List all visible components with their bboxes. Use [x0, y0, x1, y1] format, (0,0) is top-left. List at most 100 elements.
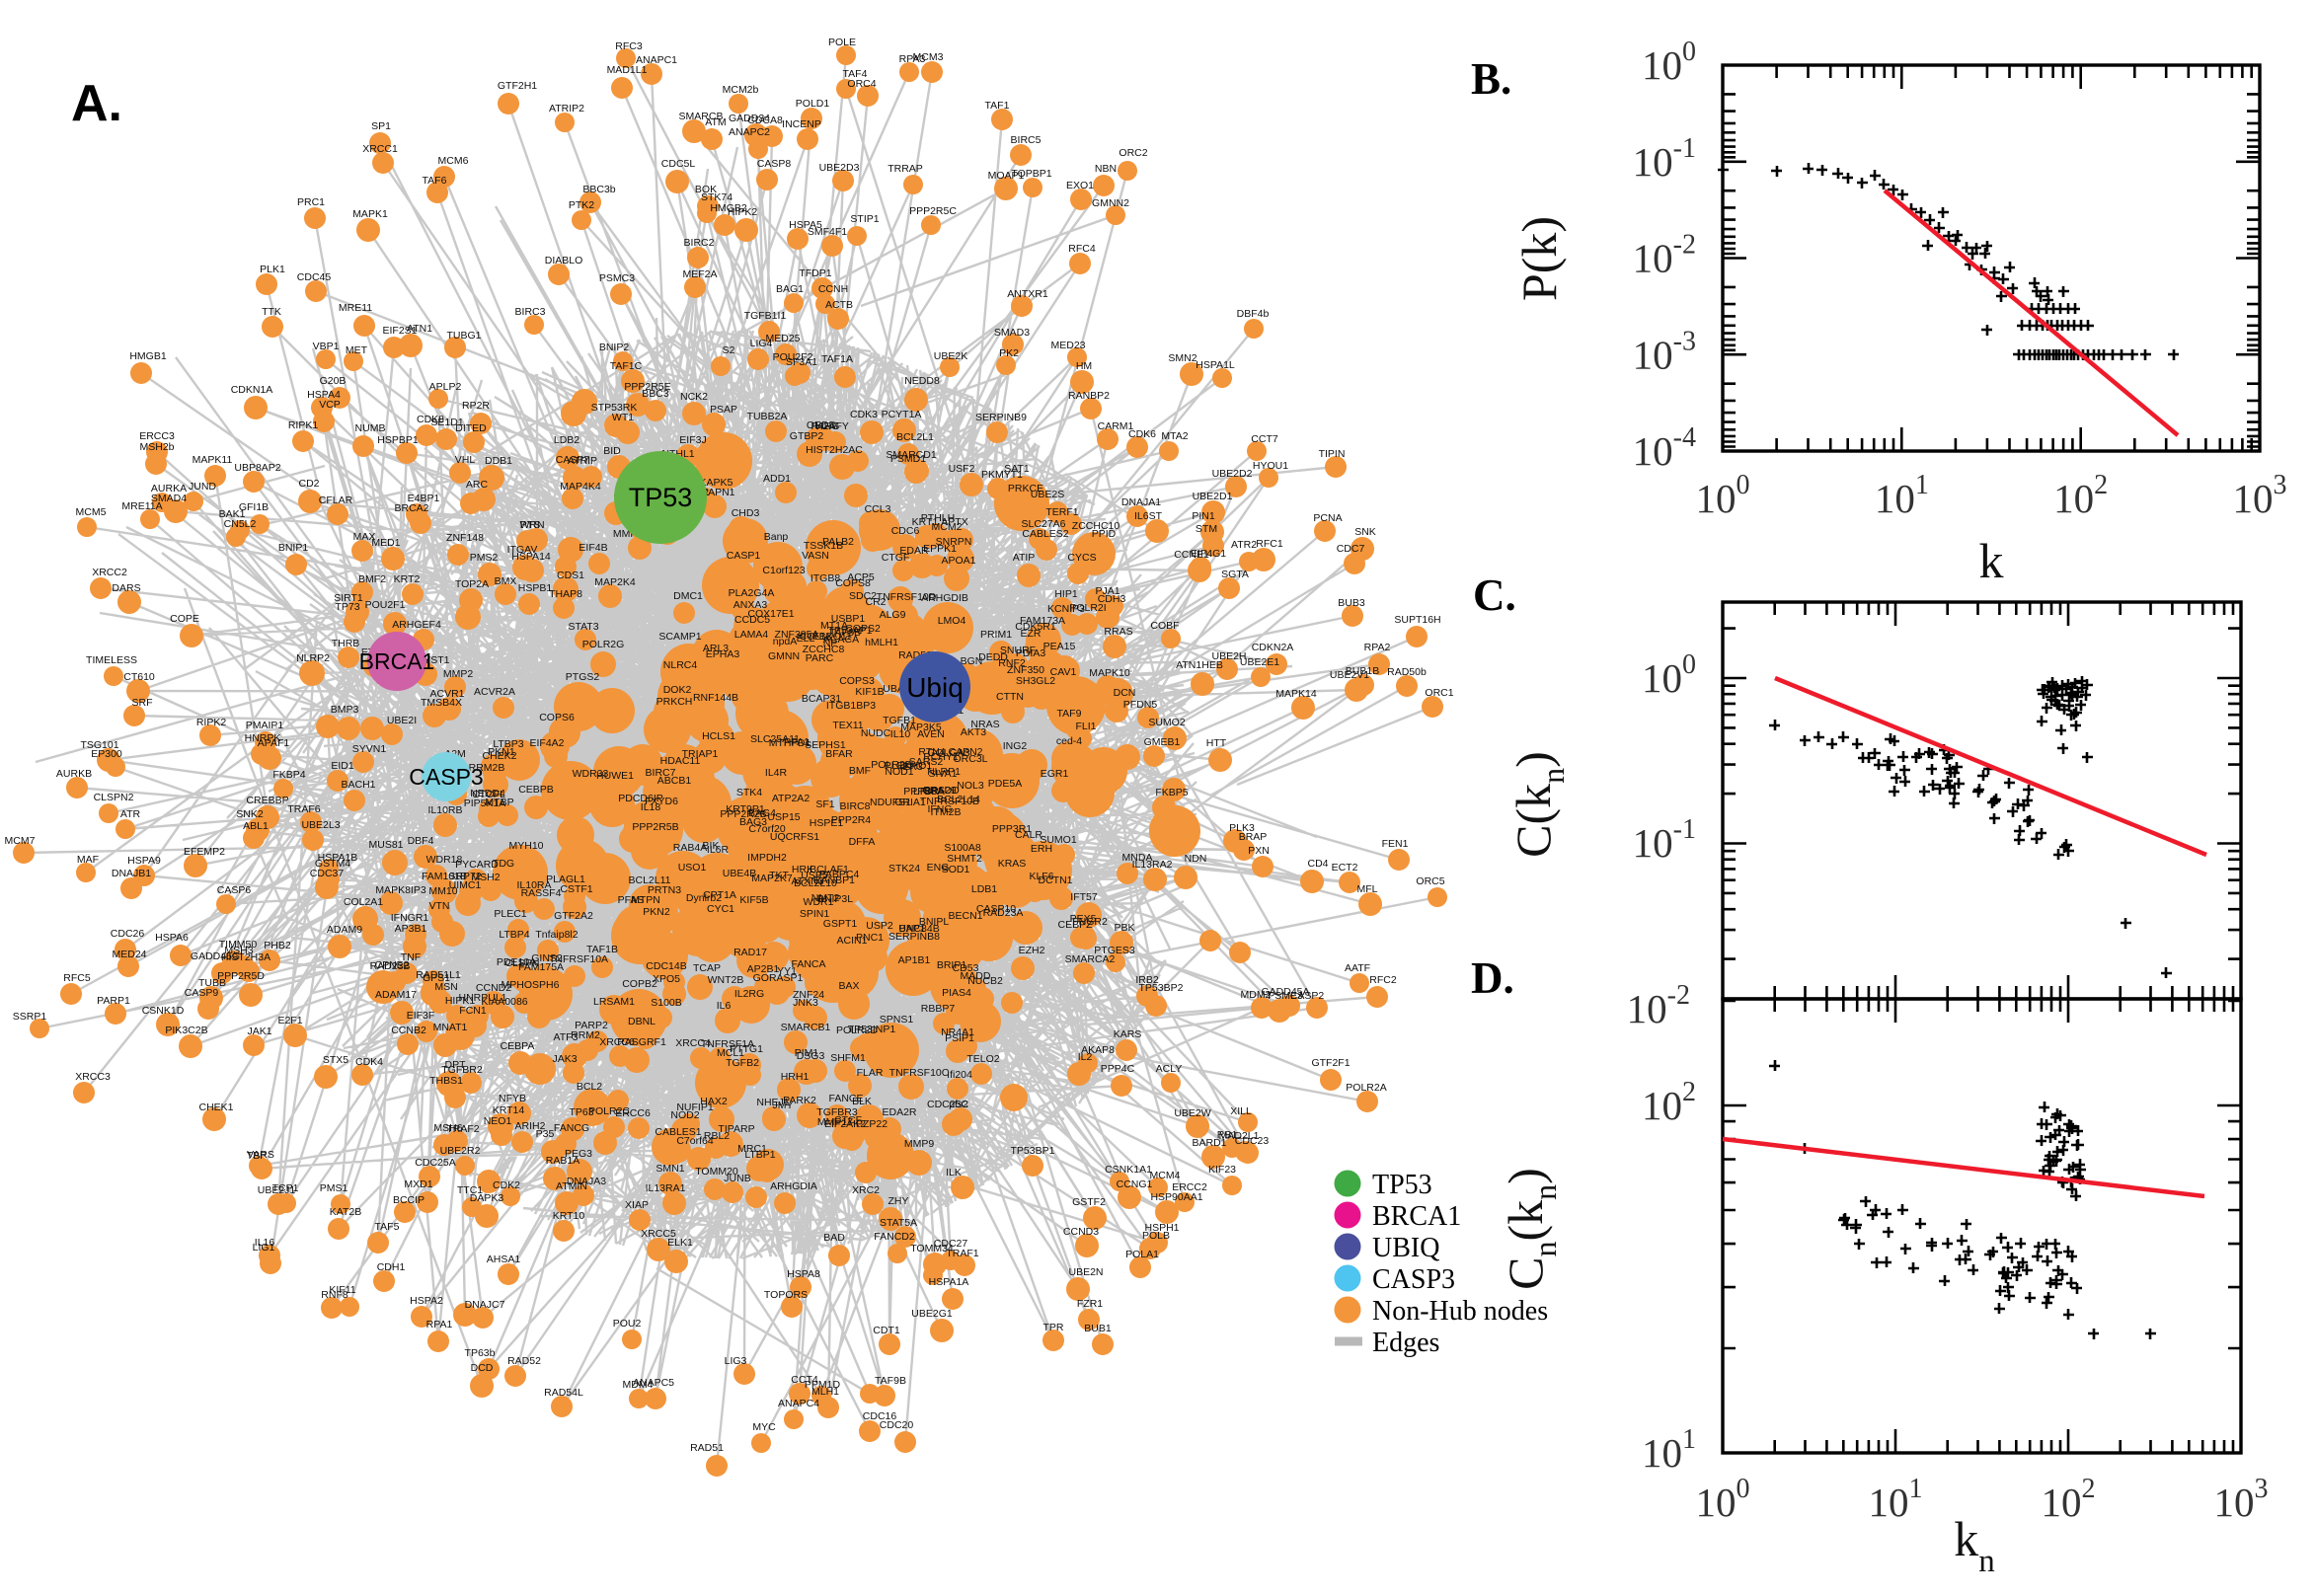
svg-text:RFC3: RFC3: [615, 40, 643, 52]
svg-text:APAF1: APAF1: [258, 737, 290, 749]
svg-text:PALB2: PALB2: [822, 536, 854, 548]
svg-text:B.: B.: [1471, 54, 1511, 104]
svg-text:TIMELESS: TIMELESS: [86, 654, 137, 666]
svg-text:PPP2R5E: PPP2R5E: [624, 381, 670, 393]
svg-text:BUB1: BUB1: [1084, 1323, 1112, 1334]
svg-text:MTHFD1: MTHFD1: [769, 737, 811, 749]
svg-text:PIN1: PIN1: [1192, 510, 1215, 522]
svg-text:PSIP1: PSIP1: [945, 1032, 974, 1044]
svg-text:C1orf123: C1orf123: [762, 565, 805, 576]
svg-text:PDE5A: PDE5A: [988, 778, 1022, 790]
svg-text:PPP4C: PPP4C: [1101, 1063, 1135, 1075]
svg-text:CCNB2: CCNB2: [391, 1025, 426, 1036]
svg-text:BAG1: BAG1: [776, 283, 804, 295]
svg-text:RFC4: RFC4: [1068, 243, 1096, 255]
svg-text:HSPE1: HSPE1: [810, 817, 844, 829]
svg-text:CDK5R1: CDK5R1: [1015, 621, 1056, 633]
svg-text:PXN: PXN: [1248, 845, 1270, 857]
svg-text:CSNK1A1: CSNK1A1: [1105, 1164, 1152, 1176]
svg-text:MCM6: MCM6: [438, 155, 469, 167]
svg-text:BBC3: BBC3: [642, 388, 669, 400]
svg-text:DBNL: DBNL: [628, 1016, 656, 1027]
svg-text:KRT2: KRT2: [394, 573, 421, 585]
svg-text:FCN1: FCN1: [459, 1005, 487, 1017]
svg-text:MED23: MED23: [1050, 340, 1085, 351]
svg-text:MYH10: MYH10: [508, 840, 543, 852]
svg-text:IRB2: IRB2: [1135, 974, 1159, 986]
svg-text:C7orf20: C7orf20: [748, 823, 786, 835]
svg-text:KIF5B: KIF5B: [739, 894, 768, 906]
svg-text:TELO2: TELO2: [966, 1053, 999, 1065]
svg-text:UBE2D3: UBE2D3: [819, 162, 860, 174]
svg-text:HIP1: HIP1: [1054, 588, 1078, 600]
svg-text:PMAIP1: PMAIP1: [246, 720, 284, 731]
svg-text:PTGES3: PTGES3: [1094, 945, 1135, 956]
svg-text:ERH: ERH: [1031, 843, 1052, 855]
svg-text:XRCC1: XRCC1: [362, 143, 398, 155]
svg-text:CDK2: CDK2: [493, 1179, 520, 1191]
svg-text:RCHY1: RCHY1: [923, 751, 959, 763]
svg-text:WNT2B: WNT2B: [708, 974, 744, 986]
svg-text:CDKN1A: CDKN1A: [231, 384, 273, 396]
svg-text:BNIP2: BNIP2: [599, 342, 630, 353]
svg-text:TGFBR3: TGFBR3: [816, 1106, 858, 1118]
svg-text:BMF2: BMF2: [358, 573, 386, 585]
svg-text:RASGRF1: RASGRF1: [617, 1036, 666, 1048]
svg-text:NLRP2: NLRP2: [296, 652, 330, 664]
svg-text:XRC2: XRC2: [852, 1184, 880, 1196]
svg-text:HRH1: HRH1: [781, 1071, 810, 1083]
svg-text:SNK: SNK: [1354, 526, 1376, 538]
svg-text:HTT: HTT: [1206, 737, 1227, 749]
svg-text:CASP7: CASP7: [556, 454, 590, 466]
svg-text:ARHGEF4: ARHGEF4: [392, 619, 441, 631]
svg-text:AP2B1: AP2B1: [747, 963, 780, 975]
svg-text:SUMO2: SUMO2: [1148, 717, 1186, 728]
svg-text:JMY: JMY: [773, 1100, 794, 1111]
svg-text:UBE2L3: UBE2L3: [301, 819, 340, 831]
svg-text:DNAJA1: DNAJA1: [1121, 496, 1161, 508]
svg-text:101: 101: [1869, 1474, 1923, 1525]
svg-text:MMP9: MMP9: [904, 1138, 934, 1150]
svg-text:DCD: DCD: [471, 1362, 494, 1374]
svg-text:TP53BP1: TP53BP1: [1011, 1145, 1055, 1157]
svg-text:NRAS: NRAS: [970, 719, 999, 730]
svg-text:PLK3: PLK3: [1229, 822, 1255, 834]
svg-text:CDC37: CDC37: [310, 868, 345, 879]
svg-text:FAM173A: FAM173A: [1020, 615, 1065, 627]
svg-text:RP2R: RP2R: [462, 400, 490, 412]
svg-text:RIPK2: RIPK2: [196, 717, 227, 728]
svg-text:USP5: USP5: [801, 870, 828, 881]
svg-text:CPT1A: CPT1A: [703, 889, 736, 901]
svg-text:PLAGL1: PLAGL1: [546, 874, 585, 885]
svg-text:TAF8B: TAF8B: [829, 627, 861, 639]
svg-text:POLR2G: POLR2G: [582, 639, 625, 650]
svg-text:PLEKHO1: PLEKHO1: [885, 760, 933, 772]
svg-text:IL2RG: IL2RG: [734, 988, 764, 1000]
svg-text:SARS2: SARS2: [909, 756, 944, 768]
svg-text:PFDN5: PFDN5: [1123, 699, 1158, 711]
svg-text:UBE2N: UBE2N: [1068, 1266, 1103, 1278]
svg-text:RAB4A: RAB4A: [673, 842, 707, 854]
svg-text:Banp: Banp: [764, 531, 789, 543]
svg-text:BGN: BGN: [961, 655, 983, 667]
svg-text:ATR: ATR: [120, 808, 141, 820]
svg-text:hMLH1: hMLH1: [865, 637, 898, 648]
svg-text:IFNGR1: IFNGR1: [391, 912, 429, 924]
svg-text:FANCG: FANCG: [554, 1122, 589, 1134]
svg-text:ORC1: ORC1: [1425, 687, 1453, 699]
svg-text:SMAD4: SMAD4: [151, 493, 187, 504]
svg-text:SGTA: SGTA: [1221, 569, 1249, 580]
svg-text:ATN1HEB: ATN1HEB: [1176, 659, 1223, 671]
svg-text:PCYT1A: PCYT1A: [882, 409, 922, 420]
svg-text:CASP2: CASP2: [1290, 990, 1325, 1002]
svg-text:PARG: PARG: [811, 420, 840, 432]
svg-text:HSPA9: HSPA9: [127, 855, 161, 867]
svg-text:PTTG1: PTTG1: [730, 1043, 763, 1055]
svg-text:PIM1: PIM1: [795, 1047, 819, 1059]
svg-text:TKT: TKT: [769, 870, 789, 881]
svg-text:GSPT1: GSPT1: [823, 918, 858, 930]
svg-text:PRIM1: PRIM1: [980, 629, 1012, 641]
svg-text:BCCIP: BCCIP: [393, 1194, 425, 1206]
svg-text:PPP2R2B: PPP2R2B: [720, 808, 766, 820]
svg-text:ELK1: ELK1: [667, 1237, 693, 1249]
